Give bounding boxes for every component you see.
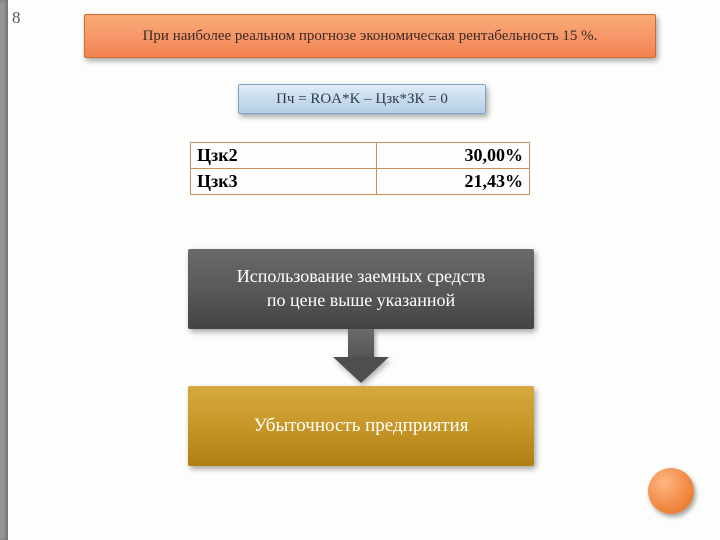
arrow-down-icon bbox=[333, 329, 389, 383]
formula-callout: Пч = ROA*K – Цзк*ЗК = 0 bbox=[238, 84, 486, 114]
gray-line1: Использование заемных средств bbox=[188, 264, 534, 288]
gold-text: Убыточность предприятия bbox=[254, 415, 469, 436]
table-row: Цзк2 30,00% bbox=[191, 143, 530, 169]
table-cell-value: 30,00% bbox=[377, 143, 530, 169]
table-cell-label: Цзк2 bbox=[191, 143, 377, 169]
arrow-head bbox=[333, 357, 389, 383]
decor-circle-icon bbox=[648, 468, 694, 514]
formula-text: Пч = ROA*K – Цзк*ЗК = 0 bbox=[276, 91, 448, 107]
left-accent-bar bbox=[0, 0, 8, 540]
gray-callout: Использование заемных средств по цене вы… bbox=[188, 249, 534, 329]
table-cell-value: 21,43% bbox=[377, 169, 530, 195]
slide-number: 8 bbox=[12, 8, 21, 28]
table-row: Цзк3 21,43% bbox=[191, 169, 530, 195]
arrow-stem bbox=[348, 329, 374, 359]
gold-callout: Убыточность предприятия bbox=[188, 386, 534, 466]
rates-table: Цзк2 30,00% Цзк3 21,43% bbox=[190, 142, 530, 195]
header-text: При наиболее реальном прогнозе экономиче… bbox=[143, 28, 598, 44]
table-cell-label: Цзк3 bbox=[191, 169, 377, 195]
gray-line2: по цене выше указанной bbox=[188, 288, 534, 312]
header-callout: При наиболее реальном прогнозе экономиче… bbox=[84, 14, 656, 58]
